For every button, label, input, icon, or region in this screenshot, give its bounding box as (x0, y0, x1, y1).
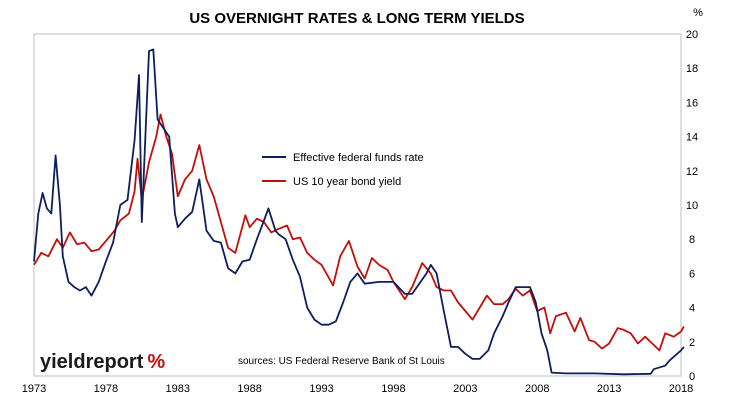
source-note: sources: US Federal Reserve Bank of St L… (238, 356, 445, 367)
y-tick-label: 14 (686, 132, 698, 144)
x-tick-label: 2018 (669, 383, 693, 395)
y-unit-label: % (693, 7, 703, 19)
legend-label-bond-yield: US 10 year bond yield (293, 176, 401, 188)
yieldreport-logo: yieldreport% (40, 351, 165, 373)
logo-percent-mark: % (147, 351, 165, 373)
x-tick-label: 1983 (166, 383, 190, 395)
x-tick-label: 2013 (597, 383, 621, 395)
y-axis-ticks: 0 2 4 6 8 10 12 14 16 18 20 (686, 29, 698, 383)
series-line-fed-funds (33, 48, 685, 376)
x-tick-label: 1998 (381, 383, 405, 395)
series-line-bond-yield (33, 113, 685, 352)
plot-area (33, 33, 682, 377)
legend-label-fed-funds: Effective federal funds rate (293, 152, 424, 164)
svg-text:yieldreport%: yieldreport% (40, 351, 165, 373)
series-layer (33, 48, 685, 376)
y-tick-label: 20 (686, 29, 698, 41)
y-tick-label: 0 (689, 371, 695, 383)
y-tick-label: 18 (686, 63, 698, 75)
x-tick-label: 1978 (94, 383, 118, 395)
y-tick-label: 2 (689, 337, 695, 349)
x-axis-ticks: 1973 1978 1983 1988 1993 1998 2003 2008 2013 2018 (22, 383, 693, 395)
y-tick-label: 6 (689, 268, 695, 280)
logo-wordmark: yieldreport (40, 351, 144, 373)
y-tick-label: 10 (686, 200, 698, 212)
legend: Effective federal funds rate US 10 year … (262, 152, 424, 188)
x-tick-label: 1993 (309, 383, 333, 395)
x-tick-label: 1988 (237, 383, 261, 395)
x-tick-label: 2008 (525, 383, 549, 395)
y-tick-label: 12 (686, 166, 698, 178)
y-tick-label: 4 (689, 303, 695, 315)
y-tick-label: 16 (686, 97, 698, 109)
y-tick-label: 8 (689, 234, 695, 246)
chart-title: US OVERNIGHT RATES & LONG TERM YIELDS (189, 10, 524, 27)
x-tick-label: 1973 (22, 383, 46, 395)
x-tick-label: 2003 (453, 383, 477, 395)
